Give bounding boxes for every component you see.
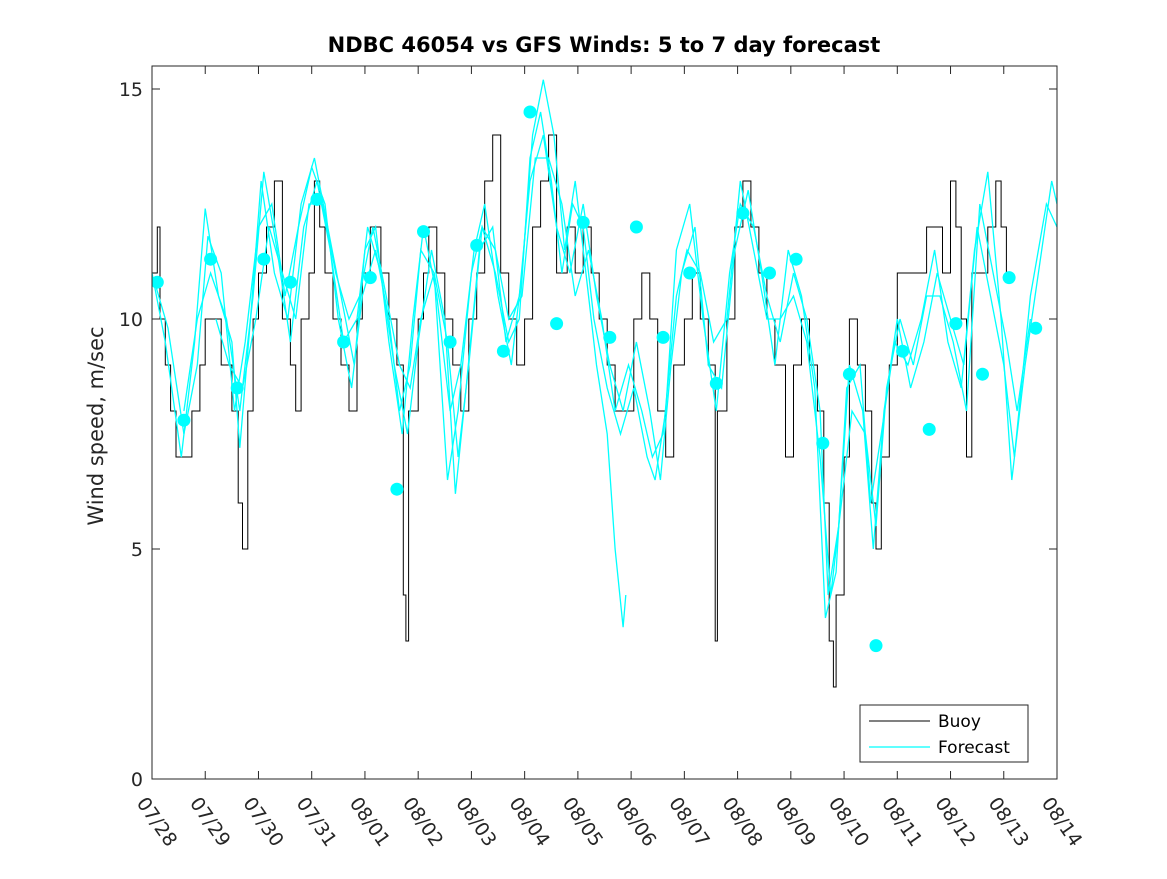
y-tick-label: 15	[119, 79, 143, 101]
forecast-marker-27	[842, 367, 856, 381]
forecast-marker-24	[763, 266, 776, 280]
forecast-marker-18	[603, 330, 617, 344]
y-axis-label: Wind speed, m/sec	[84, 326, 108, 525]
forecast-line-3	[183, 134, 1057, 619]
forecast-marker-29	[896, 344, 910, 358]
forecast-marker-5	[257, 252, 271, 266]
forecast-marker-1	[152, 275, 164, 289]
legend-box	[859, 704, 1029, 763]
forecast-marker-15	[523, 105, 537, 119]
forecast-marker-2	[177, 413, 191, 427]
plot-frame	[151, 65, 1058, 780]
forecast-marker-9	[363, 271, 377, 285]
legend-label-buoy: Buoy	[938, 712, 981, 732]
legend: Buoy Forecast	[859, 704, 1029, 763]
forecast-marker-12	[443, 335, 457, 349]
y-tick-label: 0	[131, 769, 143, 791]
y-tick-label: 10	[119, 309, 143, 331]
forecast-marker-6	[283, 275, 297, 289]
forecast-marker-7	[310, 192, 324, 206]
forecast-marker-28	[869, 639, 883, 653]
forecast-marker-33	[1002, 271, 1016, 285]
forecast-marker-25	[789, 252, 803, 266]
forecast-line-4	[215, 157, 1032, 596]
forecast-marker-11	[417, 225, 430, 239]
forecast-marker-34	[1029, 321, 1043, 335]
legend-label-forecast: Forecast	[938, 738, 1010, 758]
forecast-marker-20	[656, 330, 670, 344]
forecast-marker-30	[922, 422, 936, 436]
forecast-marker-23	[736, 206, 750, 220]
forecast-marker-13	[470, 238, 484, 252]
forecast-marker-4	[230, 381, 244, 395]
forecast-marker-19	[629, 220, 643, 234]
forecast-marker-3	[204, 252, 218, 266]
forecast-marker-31	[949, 317, 963, 331]
forecast-marker-22	[709, 376, 723, 390]
y-tick-label: 5	[131, 539, 143, 561]
forecast-marker-10	[390, 482, 404, 496]
plot-area	[152, 79, 1057, 688]
forecast-marker-21	[683, 266, 697, 280]
forecast-marker-14	[496, 344, 510, 358]
forecast-marker-16	[550, 317, 564, 331]
forecast-marker-8	[337, 335, 351, 349]
chart-title: NDBC 46054 vs GFS Winds: 5 to 7 day fore…	[328, 33, 881, 57]
forecast-marker-26	[816, 436, 830, 450]
forecast-marker-32	[976, 367, 989, 381]
forecast-marker-17	[576, 215, 590, 229]
forecast-line-2	[154, 111, 1057, 596]
